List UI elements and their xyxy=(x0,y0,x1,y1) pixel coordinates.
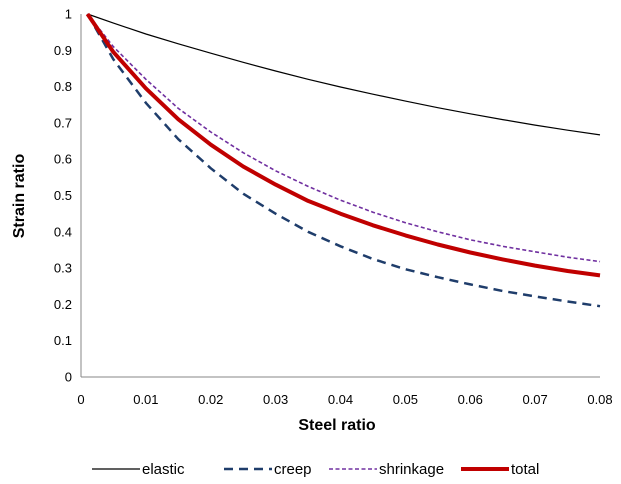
y-ticks: 0 0.1 0.2 0.3 0.4 0.5 0.6 0.7 0.8 0.9 1 xyxy=(54,7,72,385)
x-tick-label: 0.08 xyxy=(587,392,612,407)
legend-label-elastic: elastic xyxy=(142,461,185,478)
x-axis-title: Steel ratio xyxy=(298,417,376,434)
x-ticks: 0 0.01 0.02 0.03 0.04 0.05 0.06 0.07 0.08 xyxy=(77,392,612,407)
y-tick-label: 0.3 xyxy=(54,261,72,276)
y-tick-label: 0.7 xyxy=(54,115,72,130)
series-line-creep xyxy=(86,13,601,308)
x-tick-label: 0.02 xyxy=(198,392,223,407)
series-line-elastic xyxy=(87,13,601,136)
legend-label-creep: creep xyxy=(274,461,312,478)
x-tick-label: 0.07 xyxy=(522,392,547,407)
y-tick-label: 1 xyxy=(65,7,72,22)
legend-label-total: total xyxy=(511,461,539,478)
x-tick-label: 0.06 xyxy=(458,392,483,407)
y-tick-label: 0.5 xyxy=(54,188,72,203)
y-tick-label: 0.4 xyxy=(54,224,72,239)
axes xyxy=(80,14,600,378)
y-tick-label: 0 xyxy=(65,370,72,385)
x-tick-label: 0.03 xyxy=(263,392,288,407)
y-tick-label: 0.2 xyxy=(54,297,72,312)
y-tick-label: 0.6 xyxy=(54,152,72,167)
x-tick-label: 0 xyxy=(77,392,84,407)
x-tick-label: 0.01 xyxy=(133,392,158,407)
y-tick-label: 0.8 xyxy=(54,79,72,94)
series-line-total xyxy=(85,12,601,278)
series-line-shrinkage xyxy=(86,13,601,263)
y-axis-title: Strain ratio xyxy=(11,154,28,239)
legend: elastic creep shrinkage total xyxy=(92,461,539,478)
y-tick-label: 0.1 xyxy=(54,333,72,348)
y-tick-label: 0.9 xyxy=(54,43,72,58)
legend-label-shrinkage: shrinkage xyxy=(379,461,444,478)
x-tick-label: 0.05 xyxy=(393,392,418,407)
series-group xyxy=(85,12,601,308)
x-tick-label: 0.04 xyxy=(328,392,353,407)
